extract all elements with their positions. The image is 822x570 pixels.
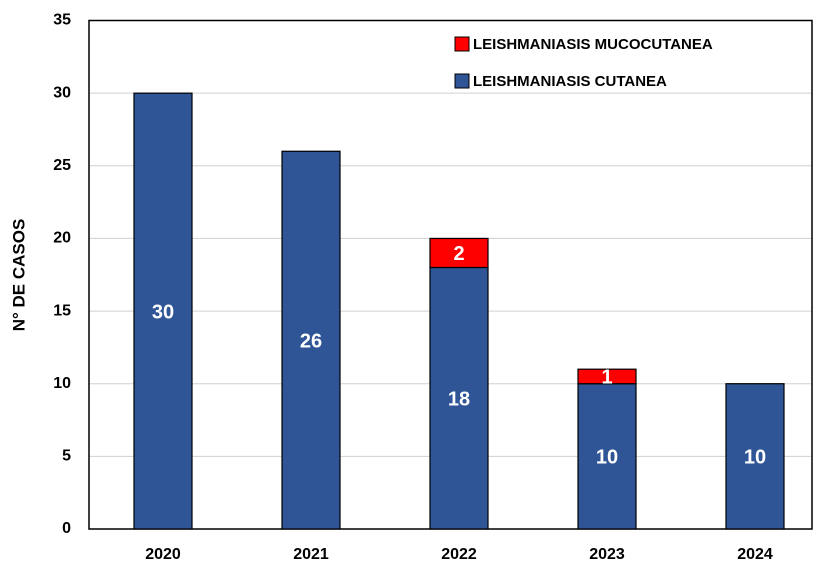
value-label: 18	[448, 389, 470, 411]
bar-segment	[429, 237, 489, 269]
value-label: 30	[152, 301, 174, 323]
y-tick-label: 15	[53, 302, 71, 319]
value-label: 2	[453, 243, 464, 265]
bar-segment	[725, 383, 785, 530]
y-tick-label: 35	[53, 12, 71, 29]
legend-swatch	[454, 36, 470, 52]
value-label: 26	[300, 330, 322, 352]
legend-label: LEISHMANIASIS CUTANEA	[473, 73, 667, 90]
y-tick-label: 10	[53, 375, 71, 392]
y-axis-title: N° DE CASOS	[9, 219, 28, 332]
y-tick-label: 0	[62, 520, 71, 537]
x-tick-label: 2022	[441, 546, 477, 563]
y-tick-label: 25	[53, 157, 71, 174]
x-tick-label: 2023	[589, 546, 625, 563]
value-label: 10	[744, 447, 766, 469]
legend-label: LEISHMANIASIS MUCOCUTANEA	[473, 36, 713, 53]
x-tick-label: 2021	[293, 546, 329, 563]
bar-segment	[281, 150, 341, 530]
x-tick-label: 2020	[145, 546, 181, 563]
value-label: 10	[596, 447, 618, 469]
y-tick-label: 30	[53, 84, 71, 101]
value-label: 1	[601, 367, 612, 389]
bar-segment	[577, 368, 637, 385]
legend-swatch	[454, 73, 470, 89]
x-tick-label: 2024	[737, 546, 773, 563]
y-tick-label: 20	[53, 230, 71, 247]
bar-segment	[133, 92, 193, 530]
y-tick-label: 5	[62, 448, 71, 465]
